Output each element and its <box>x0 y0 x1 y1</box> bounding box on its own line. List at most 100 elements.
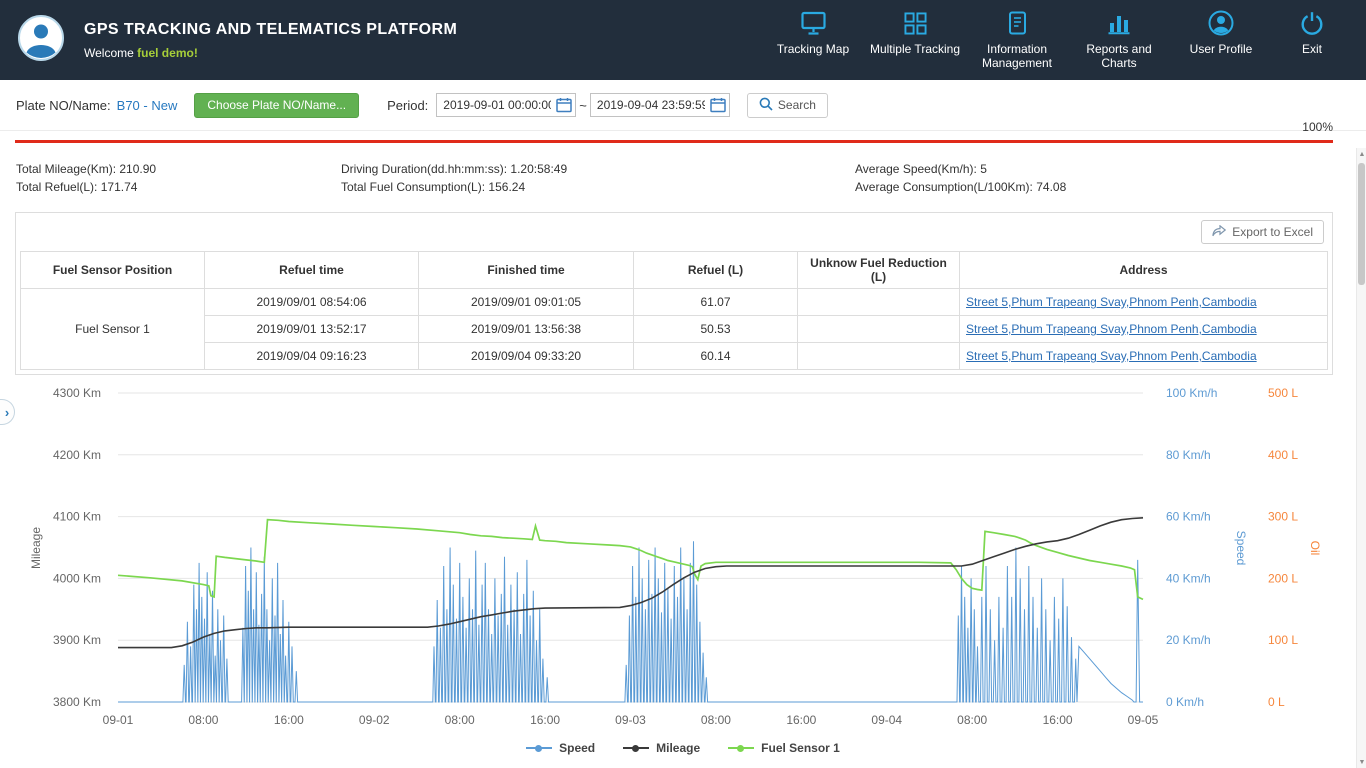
progress-percent: 100% <box>1302 120 1333 134</box>
legend-item-mileage[interactable]: Mileage <box>623 741 700 755</box>
y-left-tick: 4100 Km <box>53 510 101 524</box>
refuel-table-panel: Export to Excel Fuel Sensor Position Ref… <box>15 212 1333 375</box>
x-axis-tick: 09-04 <box>871 713 902 727</box>
y-left-axis-title: Mileage <box>29 527 43 569</box>
legend-label: Mileage <box>656 741 701 755</box>
refuel-amount-cell: 61.07 <box>633 288 798 316</box>
export-icon <box>1212 224 1227 240</box>
y-oil-tick: 500 L <box>1268 386 1298 400</box>
scroll-down-icon[interactable]: ▼ <box>1358 758 1366 766</box>
col-header-finished-time: Finished time <box>418 251 634 289</box>
export-row: Export to Excel <box>20 217 1328 251</box>
address-link[interactable]: Street 5,Phum Trapeang Svay,Phnom Penh,C… <box>966 295 1257 309</box>
x-axis-tick: 08:00 <box>188 713 218 727</box>
plate-label: Plate NO/Name: <box>16 97 111 113</box>
scroll-up-icon[interactable]: ▲ <box>1358 150 1366 158</box>
y-oil-tick: 200 L <box>1268 571 1298 585</box>
filter-bar: Plate NO/Name: B70 - New Choose Plate NO… <box>0 80 1366 131</box>
col-header-sensor-position: Fuel Sensor Position <box>20 251 205 289</box>
legend-marker <box>728 744 755 752</box>
y-left-tick: 4300 Km <box>53 386 101 400</box>
stat-label: Total Mileage(Km): <box>16 162 117 176</box>
col-header-unknown-reduction: Unknow Fuel Reduction (L) <box>797 251 960 289</box>
y-speed-tick: 100 Km/h <box>1166 386 1217 400</box>
period-start-wrap <box>436 93 577 117</box>
x-axis-tick: 09-02 <box>359 713 390 727</box>
stat-total-refuel: Total Refuel(L): 171.74 <box>16 178 156 196</box>
export-button-label: Export to Excel <box>1232 225 1313 239</box>
y-oil-tick: 400 L <box>1268 448 1298 462</box>
progress-bar <box>15 140 1333 143</box>
period-end-input[interactable] <box>589 93 730 117</box>
address-link[interactable]: Street 5,Phum Trapeang Svay,Phnom Penh,C… <box>966 349 1257 363</box>
col-header-refuel-time: Refuel time <box>204 251 419 289</box>
nav-label: Reports and Charts <box>1086 42 1152 70</box>
finished-time-cell: 2019/09/01 13:56:38 <box>418 315 634 343</box>
period-label: Period: <box>387 97 429 113</box>
y-oil-tick: 0 L <box>1268 695 1285 709</box>
address-cell: Street 5,Phum Trapeang Svay,Phnom Penh,C… <box>959 315 1328 343</box>
legend-item-speed[interactable]: Speed <box>526 741 595 755</box>
legend-item-fuel-sensor-1[interactable]: Fuel Sensor 1 <box>728 741 840 755</box>
stat-value: 210.90 <box>119 162 157 176</box>
vertical-scrollbar[interactable]: ▲ ▼ <box>1356 148 1366 768</box>
series-speed-line <box>118 541 1143 703</box>
y-left-tick: 3800 Km <box>53 695 101 709</box>
y-speed-tick: 20 Km/h <box>1166 633 1211 647</box>
legend-marker-dot <box>632 744 640 752</box>
unknown-reduction-cell <box>797 342 960 370</box>
calendar-icon[interactable] <box>556 97 573 116</box>
document-icon <box>966 9 1068 37</box>
chart-legend: Speed Mileage Fuel Sensor 1 <box>0 741 1366 755</box>
stat-label: Total Refuel(L): <box>16 180 98 194</box>
period-start-input[interactable] <box>436 93 577 117</box>
power-icon <box>1272 9 1352 37</box>
bar-chart-icon <box>1068 9 1170 37</box>
nav-label: User Profile <box>1189 42 1253 56</box>
stat-total-mileage: Total Mileage(Km): 210.90 <box>16 160 156 178</box>
choose-plate-button[interactable]: Choose Plate NO/Name... <box>194 92 360 118</box>
y-speed-tick: 60 Km/h <box>1166 510 1211 524</box>
stat-total-consumption: Total Fuel Consumption(L): 156.24 <box>341 178 567 196</box>
y-left-tick: 3900 Km <box>53 633 101 647</box>
nav-information-management[interactable]: Information Management <box>966 9 1068 70</box>
calendar-icon[interactable] <box>710 97 726 116</box>
x-axis-tick: 08:00 <box>957 713 987 727</box>
stat-label: Average Speed(Km/h): <box>855 162 977 176</box>
table-row: 2019/09/04 09:16:23 2019/09/04 09:33:20 … <box>21 342 1328 370</box>
stat-value: 5 <box>980 162 987 176</box>
nav-reports-charts[interactable]: Reports and Charts <box>1068 9 1170 70</box>
period-separator: ~ <box>579 97 587 113</box>
export-to-excel-button[interactable]: Export to Excel <box>1201 220 1324 244</box>
x-axis-tick: 08:00 <box>701 713 731 727</box>
stat-label: Total Fuel Consumption(L): <box>341 180 486 194</box>
unknown-reduction-cell <box>797 315 960 343</box>
nav-tracking-map[interactable]: Tracking Map <box>762 9 864 70</box>
fuel-chart: 3800 Km 0 Km/h 0 L 3900 Km 20 Km/h 100 L 4000 … <box>0 378 1366 768</box>
nav-exit[interactable]: Exit <box>1272 9 1352 70</box>
plate-value[interactable]: B70 - New <box>116 97 178 113</box>
y-oil-tick: 100 L <box>1268 633 1298 647</box>
stat-label: Average Consumption(L/100Km): <box>855 180 1033 194</box>
unknown-reduction-cell <box>797 288 960 316</box>
legend-marker <box>623 744 650 752</box>
user-icon <box>1170 9 1272 37</box>
nav-multiple-tracking[interactable]: Multiple Tracking <box>864 9 966 70</box>
nav-label: Multiple Tracking <box>869 42 961 56</box>
x-axis-tick: 16:00 <box>530 713 560 727</box>
x-axis-tick: 16:00 <box>274 713 304 727</box>
nav-label: Exit <box>1301 42 1322 56</box>
x-axis-tick: 09-03 <box>615 713 646 727</box>
address-cell: Street 5,Phum Trapeang Svay,Phnom Penh,C… <box>959 342 1328 370</box>
stat-average-consumption: Average Consumption(L/100Km): 74.08 <box>855 178 1066 196</box>
nav-label: Information Management <box>981 42 1053 70</box>
table-header-row: Fuel Sensor Position Refuel time Finishe… <box>20 251 1328 289</box>
y-oil-tick: 300 L <box>1268 510 1298 524</box>
scrollbar-thumb[interactable] <box>1358 163 1365 285</box>
stat-value: 156.24 <box>488 180 526 194</box>
nav-user-profile[interactable]: User Profile <box>1170 9 1272 70</box>
search-button[interactable]: Search <box>746 92 828 118</box>
address-link[interactable]: Street 5,Phum Trapeang Svay,Phnom Penh,C… <box>966 322 1257 336</box>
y-left-tick: 4000 Km <box>53 571 101 585</box>
stat-value: 1.20:58:49 <box>510 162 568 176</box>
